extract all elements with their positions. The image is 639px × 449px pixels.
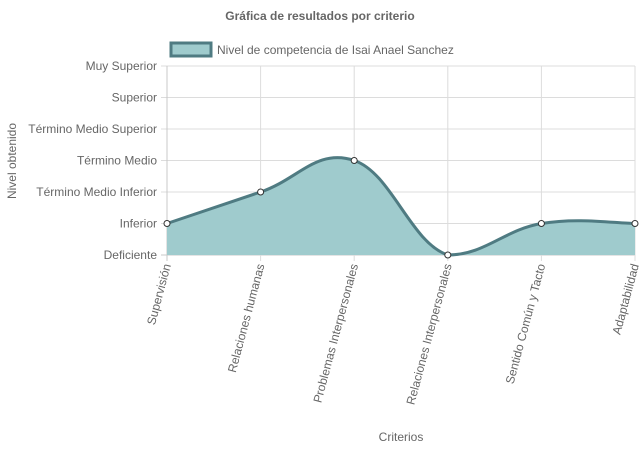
y-tick-label: Término Medio Inferior: [36, 185, 157, 199]
series-area: [166, 156, 636, 257]
data-point[interactable]: [163, 220, 171, 227]
data-point[interactable]: [257, 188, 265, 196]
legend[interactable]: Nivel de competencia de Isai Anael Sanch…: [169, 41, 454, 58]
x-tick-label: Sentido Común y Tacto: [503, 262, 549, 386]
data-point[interactable]: [444, 251, 452, 259]
legend-swatch: [169, 41, 213, 58]
data-points: [163, 157, 639, 259]
y-tick-label: Muy Superior: [86, 59, 157, 73]
y-tick-label: Superior: [112, 91, 157, 105]
y-axis-label: Nivel obtenido: [5, 123, 19, 199]
y-tick-label: Inferior: [120, 217, 157, 231]
x-tick-label: Relaciones humanas: [225, 262, 268, 374]
data-point[interactable]: [631, 220, 639, 227]
legend-label: Nivel de competencia de Isai Anael Sanch…: [217, 43, 454, 57]
x-axis-ticks: Supervisión Relaciones humanas Problemas I…: [144, 262, 639, 406]
data-point[interactable]: [350, 157, 358, 164]
x-tick-label: Problemas Interpersonales: [310, 262, 361, 404]
y-tick-label: Deficiente: [104, 248, 158, 262]
data-point[interactable]: [537, 220, 545, 227]
chart-title: Gráfica de resultados por criterio: [225, 9, 414, 23]
x-tick-label: Relaciones Interpersonales: [404, 262, 455, 406]
y-tick-label: Término Medio Superior: [28, 122, 157, 136]
y-axis-ticks: Deficiente Inferior Término Medio Inferior…: [28, 59, 157, 262]
x-axis-label: Criterios: [379, 430, 424, 444]
x-tick-label: Adaptabilidad: [610, 262, 639, 336]
x-tick-label: Supervisión: [144, 262, 174, 326]
y-tick-label: Término Medio: [77, 154, 157, 168]
